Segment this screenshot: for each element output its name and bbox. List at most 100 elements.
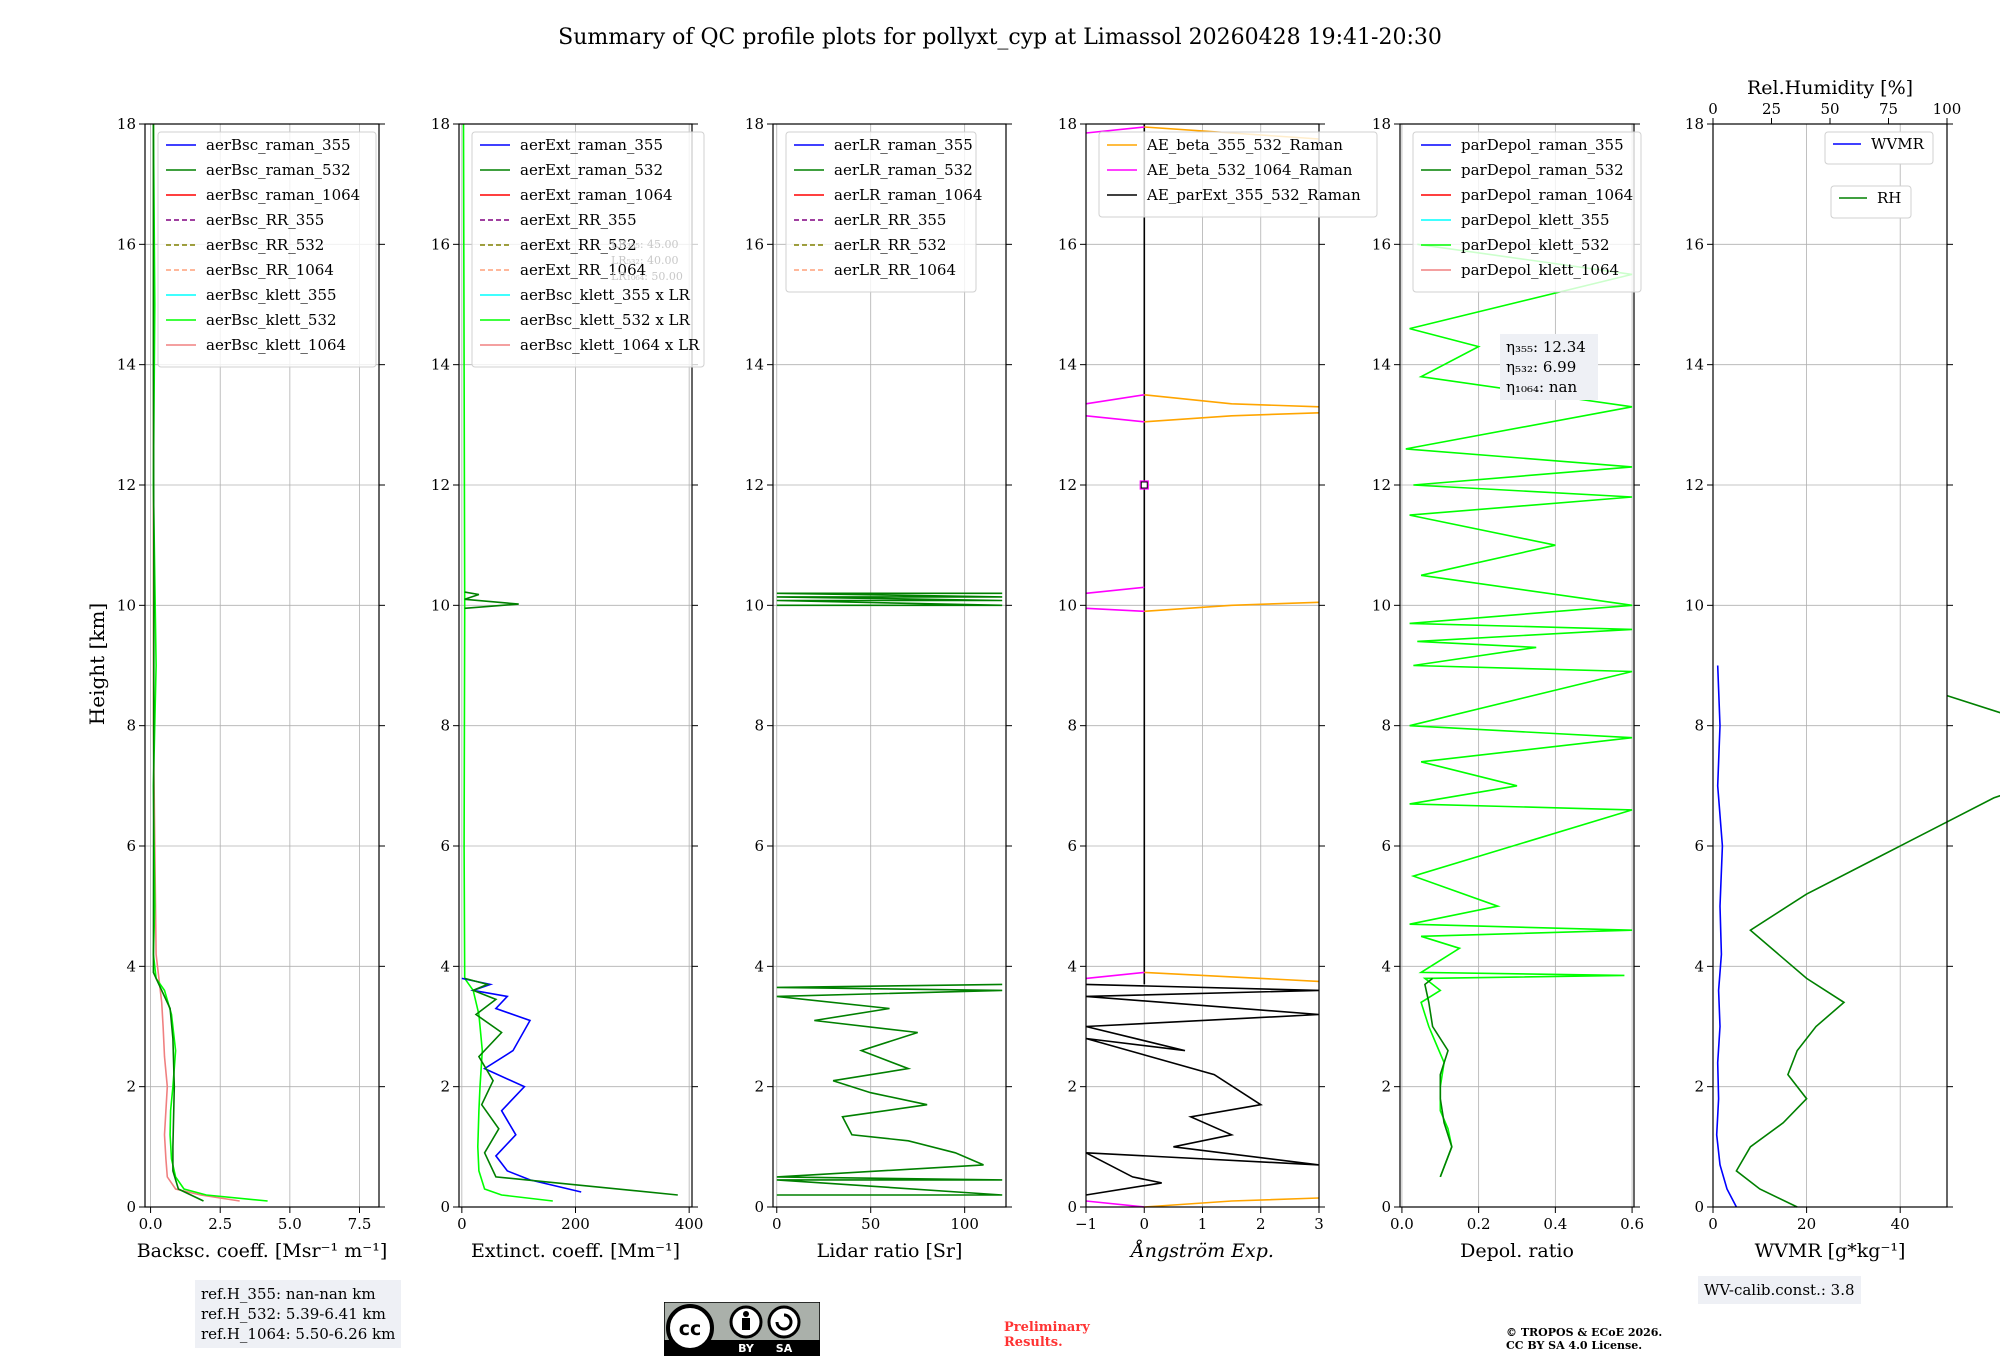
panel-lr: 0 50 100 0 2 4 6 8 10 12 14 16 18 Lidar ratio [Sr] aer… [745, 115, 1012, 1262]
y-tick-label: 16 [431, 235, 450, 253]
y-tick-label: 12 [1058, 476, 1077, 494]
y-tick-label: 2 [1694, 1078, 1704, 1096]
preliminary-note: Preliminary Results. [1004, 1320, 1090, 1350]
y-tick-label: 0 [1381, 1198, 1391, 1216]
y-tick-label: 8 [126, 717, 136, 735]
cc-by-text: BY [738, 1342, 755, 1355]
series-WVMR [1715, 665, 1738, 1208]
legend-label: aerBsc_raman_355 [206, 136, 351, 154]
y-tick-label: 4 [1694, 957, 1704, 975]
series-AE_parExt_355_532_Raman [1085, 983, 1320, 1196]
by-icon-body [742, 1318, 750, 1330]
ae-marker-inner [1140, 481, 1148, 489]
legend-box [471, 131, 705, 368]
series-aerExt_raman_355 [461, 977, 582, 1193]
lr-label: LR₁₀₆₄: 50.00 [611, 270, 683, 283]
y-tick-label: 6 [1694, 837, 1704, 855]
y-tick-label: 6 [126, 837, 136, 855]
legend-label: aerExt_raman_532 [520, 161, 663, 179]
series-aerBsc_raman_532 [152, 124, 204, 1202]
eta-box [1500, 334, 1598, 400]
series-AE_beta_532_1064_Raman_5 [1085, 394, 1145, 405]
y-tick-label: 2 [440, 1078, 450, 1096]
y-tick-label: 8 [1067, 717, 1077, 735]
legend-label: AE_beta_355_532_Raman [1146, 136, 1343, 154]
ref-height-532: ref.H_532: 5.39-6.41 km [201, 1305, 386, 1323]
top-x-tick-label: 100 [1933, 100, 1962, 118]
x-tick-label: 100 [950, 1215, 979, 1233]
axes-frame [144, 123, 380, 1208]
y-tick-label: 8 [754, 717, 764, 735]
ref-height-1064: ref.H_1064: 5.50-6.26 km [201, 1325, 396, 1343]
panel-bsc: 0.0 2.5 5.0 7.5 0 2 4 6 8 10 12 14 16 18 Backsc. coeff… [117, 115, 387, 1262]
x-axis-label: Lidar ratio [Sr] [817, 1240, 963, 1262]
y-tick-label: 10 [1058, 596, 1077, 614]
legend-label: aerBsc_RR_355 [206, 211, 324, 229]
copyright-line-1: © TROPOS & ECoE 2026. [1506, 1326, 1663, 1339]
axes-frame [772, 123, 1007, 1208]
series-parDepol_klett_532 [1405, 243, 1633, 1178]
y-tick-label: 4 [1067, 957, 1077, 975]
x-tick-label: 3 [1314, 1215, 1324, 1233]
ref-height-355: ref.H_355: nan-nan km [201, 1285, 376, 1303]
y-tick-label: 4 [440, 957, 450, 975]
legend-label: parDepol_klett_532 [1461, 236, 1610, 254]
x-axis-label: WVMR [g*kg⁻¹] [1755, 1240, 1906, 1262]
legend-label: parDepol_klett_355 [1461, 211, 1610, 229]
y-tick-label: 10 [1372, 596, 1391, 614]
x-tick-label: 5.0 [278, 1215, 302, 1233]
legend-label: parDepol_raman_532 [1461, 161, 1624, 179]
legend-wvmr-label: WVMR [1871, 135, 1925, 153]
series-AE_beta_355_532_Raman_3 [1144, 601, 1320, 613]
legend-box [785, 131, 977, 293]
y-tick-label: 16 [745, 235, 764, 253]
y-tick-label: 12 [117, 476, 136, 494]
y-tick-label: 12 [745, 476, 764, 494]
series-AE_beta_355_532_Raman [1144, 1197, 1320, 1208]
x-tick-label: 2 [1256, 1215, 1266, 1233]
y-tick-label: 6 [754, 837, 764, 855]
legend-box [1412, 131, 1642, 293]
y-tick-label: 4 [1381, 957, 1391, 975]
y-tick-label: 10 [745, 596, 764, 614]
legend-label: aerBsc_klett_1064 x LR [520, 336, 700, 354]
series-AE_beta_532_1064_Raman [1085, 1200, 1145, 1208]
cc-license-badge: cc BY SA [664, 1302, 820, 1356]
legend-label: aerExt_RR_355 [520, 211, 637, 229]
eta-label: η₃₅₅: 12.34 [1506, 338, 1586, 356]
x-tick-label: 0.2 [1467, 1215, 1491, 1233]
sa-icon [767, 1305, 801, 1339]
y-tick-label: 8 [440, 717, 450, 735]
wv-calib-const: WV-calib.const.: 3.8 [1704, 1281, 1855, 1299]
x-tick-label: 40 [1891, 1215, 1910, 1233]
x-tick-label: 0.0 [1390, 1215, 1414, 1233]
cc-sa-text: SA [776, 1342, 793, 1355]
x-tick-label: 7.5 [348, 1215, 372, 1233]
wv-calib-note: WV-calib.const.: 3.8 [1698, 1276, 1861, 1304]
y-tick-label: 16 [1685, 235, 1704, 253]
panel-wv: 0 20 40 0 2 4 6 8 10 12 14 16 18 WVMR [g*kg⁻¹] 0 25 50 75… [1685, 77, 2000, 1262]
y-tick-label: 2 [1381, 1078, 1391, 1096]
y-tick-label: 8 [1694, 717, 1704, 735]
y-tick-label: 4 [754, 957, 764, 975]
legend-label: aerBsc_raman_532 [206, 161, 351, 179]
y-tick-label: 16 [1058, 235, 1077, 253]
series-aerLR_raman_532_10km [776, 592, 1003, 607]
y-tick-label: 14 [745, 356, 764, 374]
x-tick-label: 200 [561, 1215, 590, 1233]
y-tick-label: 10 [117, 596, 136, 614]
x-tick-label: −1 [1075, 1215, 1097, 1233]
legend-label: aerExt_raman_1064 [520, 186, 673, 204]
series-RH [1735, 694, 2000, 1208]
x-tick-label: 0 [1708, 1215, 1718, 1233]
x-tick-label: 0.0 [139, 1215, 163, 1233]
y-tick-label: 0 [440, 1198, 450, 1216]
x-tick-label: 50 [861, 1215, 880, 1233]
panel-depol: 0.0 0.2 0.4 0.6 0 2 4 6 8 10 12 14 16 18 Depol. ratio p… [1372, 115, 1644, 1262]
y-tick-label: 14 [1372, 356, 1391, 374]
cc-icon-text: cc [679, 1318, 702, 1340]
y-tick-label: 2 [126, 1078, 136, 1096]
y-tick-label: 16 [1372, 235, 1391, 253]
axes-frame [1085, 123, 1320, 1208]
